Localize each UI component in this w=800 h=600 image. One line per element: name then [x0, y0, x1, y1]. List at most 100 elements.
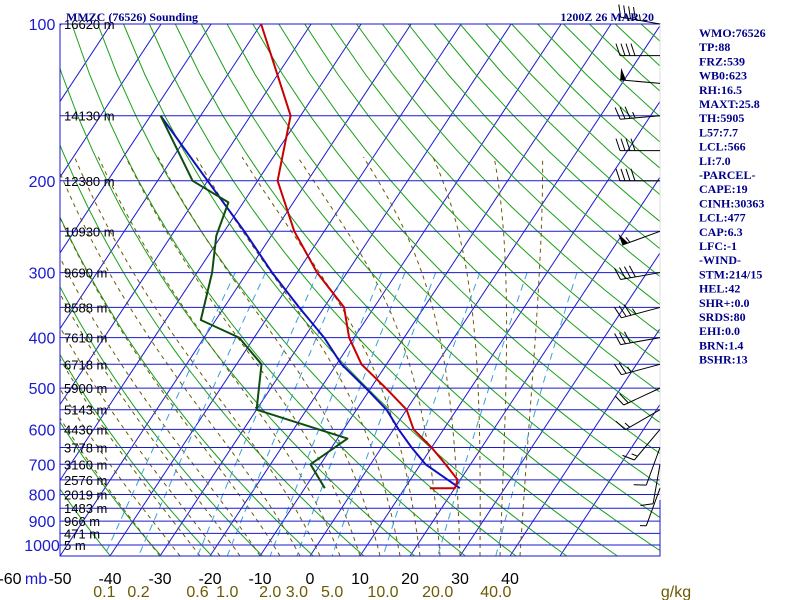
height-label: 5143 m: [64, 403, 107, 418]
height-label: 7610 m: [64, 331, 107, 346]
moist-adiabat: [195, 156, 401, 556]
temperature-tick-label: 30: [451, 571, 469, 588]
isotherm-line: [359, 100, 660, 556]
observation-time: 1200Z 26 MAR 20: [560, 10, 654, 24]
height-label: 471 m: [64, 526, 100, 541]
temperature-tick-label: -20: [198, 571, 221, 588]
sounding-index: LCL:477: [699, 211, 746, 225]
mixing-ratio-label: 5.0: [321, 584, 343, 600]
dry-adiabat: [0, 24, 9, 556]
temperature-tick-label: 40: [501, 571, 519, 588]
pressure-tick-label: 600: [29, 422, 56, 439]
dry-adiabat: [330, 24, 660, 364]
dry-adiabat: [148, 24, 618, 556]
sounding-index: EHI:0.0: [699, 324, 740, 338]
station-title: MMZC (76526) Sounding: [66, 10, 198, 24]
moist-adiabat-lines: [60, 156, 544, 556]
dry-adiabat: [796, 24, 800, 556]
height-label: 14130 m: [64, 109, 115, 124]
wind-barb: [615, 138, 661, 152]
mixing-ratio-line: [382, 272, 481, 556]
moist-adiabat: [60, 387, 181, 556]
temperature-tick-label: -40: [98, 571, 121, 588]
mixing-ratio-label: 2.0: [259, 584, 281, 600]
pressure-tick-label: 700: [29, 457, 56, 474]
isotherm-line: [60, 24, 162, 179]
sounding-index: BSHR:13: [699, 353, 748, 367]
mixing-ratio-line: [103, 272, 236, 556]
dry-adiabat: [537, 24, 660, 143]
dry-adiabat: [60, 216, 314, 556]
isotherm-line: [159, 24, 512, 556]
sounding-index: LI:7.0: [699, 154, 731, 168]
wind-barb: [615, 168, 661, 182]
height-label: 5900 m: [64, 381, 107, 396]
wind-barb: [622, 429, 661, 461]
sounding-index: WMO:76526: [699, 26, 766, 40]
sounding-index: RH:16.5: [699, 83, 742, 97]
sounding-indices-panel: WMO:76526TP:88FRZ:539WB0:623RH:16.5MAXT:…: [699, 26, 766, 367]
moist-adiabat: [60, 292, 241, 556]
isotherm-line: [60, 24, 362, 482]
moist-adiabat: [432, 156, 481, 556]
pressure-tick-label: 200: [29, 174, 56, 191]
dry-adiabat: [60, 353, 213, 556]
temperature-trace: [260, 24, 459, 490]
pressure-tick-label: 400: [29, 331, 56, 348]
mixing-ratio-label: 1.0: [216, 584, 238, 600]
moist-adiabat: [519, 157, 544, 556]
height-label: 2576 m: [64, 473, 107, 488]
dry-adiabat: [771, 24, 800, 556]
dry-adiabat: [123, 24, 567, 556]
dry-adiabat: [200, 24, 660, 519]
isotherm-line: [259, 24, 612, 556]
isotherm-line: [60, 24, 62, 27]
height-label: 6718 m: [64, 357, 107, 372]
sounding-index: SRDS:80: [699, 310, 746, 324]
wind-barb: [614, 331, 661, 346]
isotherm-line: [209, 24, 562, 556]
sounding-profiles: [159, 24, 461, 490]
isotherm-line: [409, 176, 660, 556]
sounding-index: -PARCEL-: [699, 168, 755, 182]
pressure-unit-label: mb: [25, 571, 47, 588]
wind-barb: [618, 230, 661, 246]
wind-barb: [614, 387, 661, 406]
wind-barb: [620, 67, 661, 84]
dry-adiabat: [278, 24, 660, 424]
temperature-tick-label: 20: [401, 571, 419, 588]
mixing-ratio-line: [296, 272, 406, 556]
wind-barb: [615, 409, 661, 431]
wind-barb-column: [613, 4, 661, 527]
mixing-ratio-line: [437, 272, 528, 556]
pressure-tick-label: 900: [29, 514, 56, 531]
mixing-ratio-line: [331, 272, 437, 556]
pressure-tick-label: 800: [29, 488, 56, 505]
sounding-index: BRN:1.4: [699, 338, 743, 352]
mixing-ratio-line: [226, 272, 345, 556]
moist-adiabat: [60, 171, 301, 556]
temperature-tick-label: -50: [48, 571, 71, 588]
isotherm-line: [559, 403, 660, 556]
sounding-index: L57:7.7: [699, 125, 738, 139]
dry-adiabat: [97, 24, 517, 556]
dry-adiabat: [60, 488, 111, 556]
dry-adiabat: [226, 24, 660, 486]
moist-adiabat: [363, 156, 461, 556]
height-label: 10930 m: [64, 224, 115, 239]
sounding-index: HEL:42: [699, 282, 740, 296]
moist-adiabat: [60, 216, 281, 556]
sounding-index: TH:5905: [699, 111, 744, 125]
mixing-ratio-unit: g/kg: [661, 584, 691, 600]
temperature-tick-label: 0: [306, 571, 315, 588]
sounding-index: MAXT:25.8: [699, 97, 760, 111]
dry-adiabat: [589, 24, 660, 92]
height-label: 9690 m: [64, 266, 107, 281]
isotherm-line: [60, 24, 412, 556]
height-label: 3160 m: [64, 457, 107, 472]
moist-adiabat: [297, 156, 441, 556]
mixing-ratio-label: 10.0: [367, 584, 398, 600]
temperature-tick-label: 10: [351, 571, 369, 588]
isotherm-line: [509, 327, 660, 556]
dry-adiabat: [356, 24, 660, 334]
